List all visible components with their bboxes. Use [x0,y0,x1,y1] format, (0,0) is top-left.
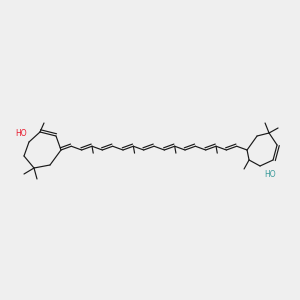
Text: HO: HO [264,170,276,179]
Text: HO: HO [15,129,27,138]
